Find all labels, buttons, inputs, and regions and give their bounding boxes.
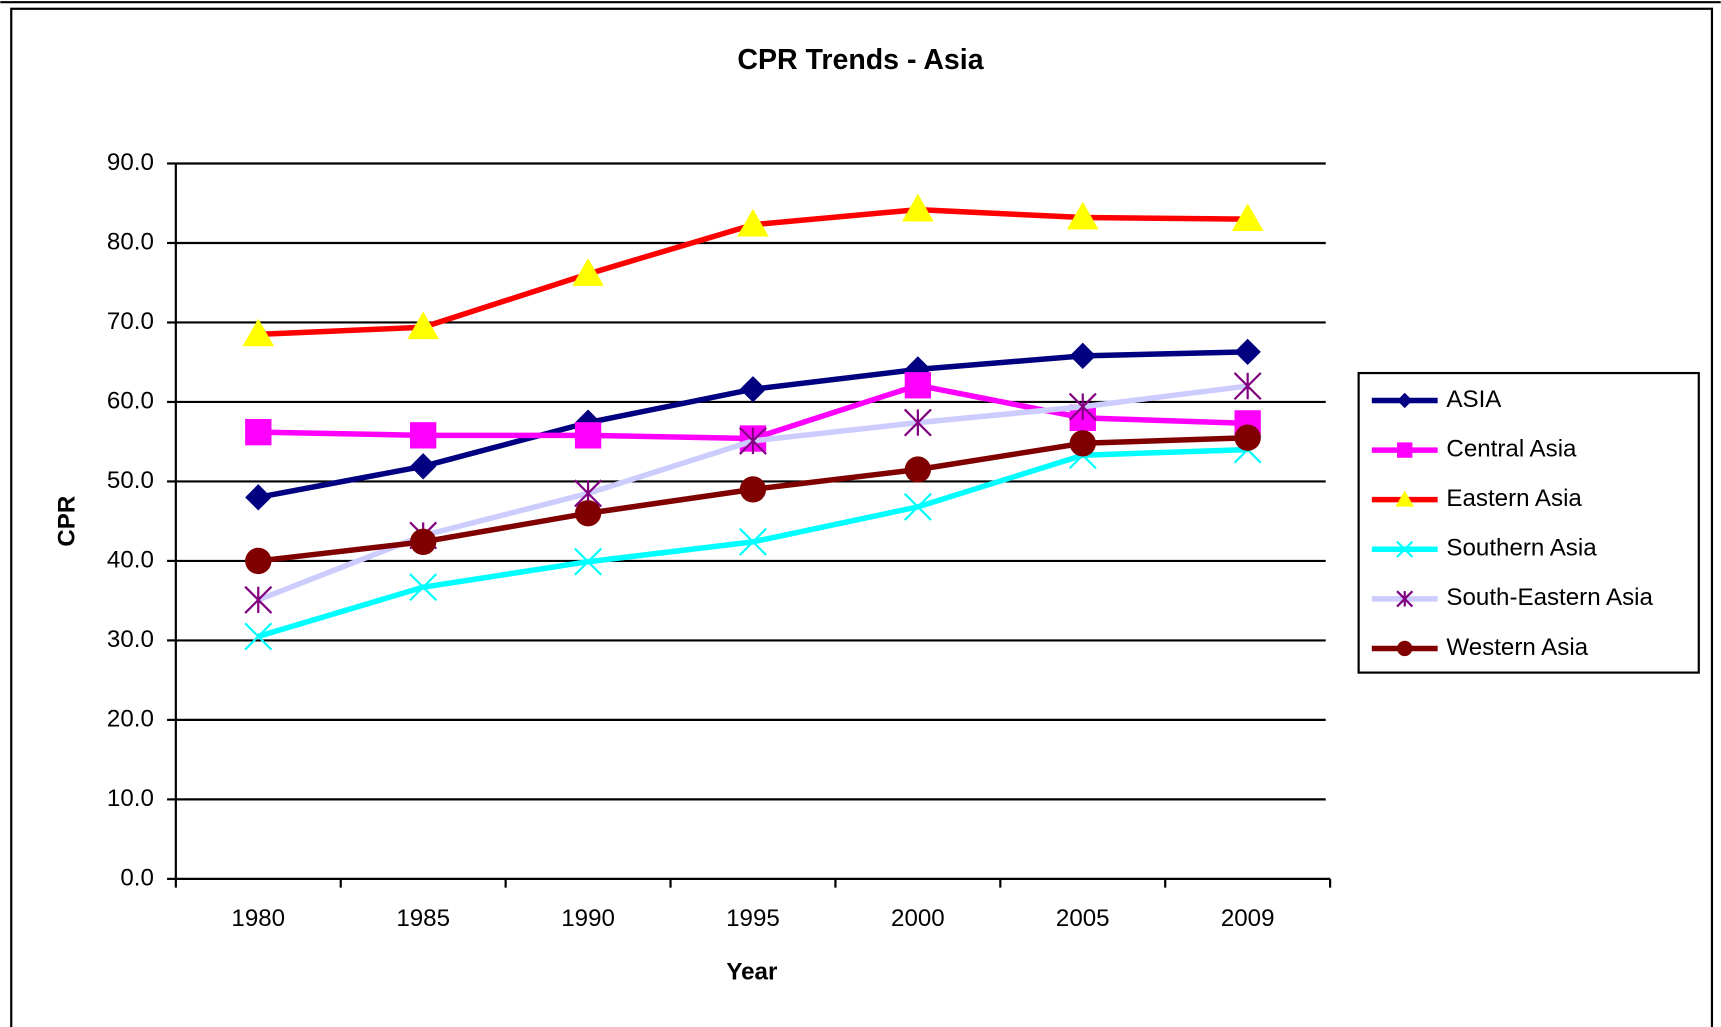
data-point — [409, 573, 438, 602]
y-tick-label: 0.0 — [120, 864, 154, 891]
y-tick-label: 50.0 — [107, 467, 154, 494]
data-point — [574, 547, 603, 576]
legend-box — [1357, 371, 1700, 674]
data-point — [1068, 392, 1097, 421]
data-point — [574, 422, 602, 449]
legend-label: ASIA — [1446, 386, 1502, 413]
y-tick-label: 40.0 — [107, 546, 154, 573]
x-tick-label: 2005 — [1056, 905, 1110, 932]
data-point — [739, 426, 767, 455]
y-tick-label: 10.0 — [107, 785, 154, 812]
y-tick-label: 70.0 — [107, 308, 154, 335]
y-tick-label: 60.0 — [107, 387, 154, 414]
data-point — [739, 376, 767, 403]
legend-marker — [1396, 590, 1414, 608]
data-point — [1069, 430, 1096, 457]
legend-label: Eastern Asia — [1446, 485, 1582, 512]
legend-marker — [1397, 442, 1413, 458]
y-tick-label: 20.0 — [107, 705, 154, 732]
data-point — [410, 422, 437, 449]
legend-marker — [1397, 640, 1413, 657]
data-point — [739, 527, 767, 556]
chart-title: CPR Trends - Asia — [737, 44, 984, 76]
x-tick-label: 1995 — [726, 905, 780, 932]
data-point — [1233, 372, 1262, 400]
y-axis-title: CPR — [54, 496, 81, 547]
y-tick-label: 80.0 — [107, 228, 154, 255]
data-point — [410, 528, 437, 556]
data-point — [1234, 424, 1261, 451]
data-point — [737, 208, 769, 237]
data-point — [244, 585, 273, 614]
data-point — [903, 492, 932, 521]
legend-label: Central Asia — [1446, 435, 1577, 462]
data-point — [904, 372, 932, 399]
data-point — [1234, 338, 1261, 366]
x-tick-label: 1990 — [561, 905, 615, 932]
legend-marker — [1395, 490, 1414, 507]
data-point — [904, 456, 932, 483]
data-point — [902, 193, 934, 222]
x-tick-label: 1985 — [396, 905, 450, 932]
data-point — [903, 408, 932, 437]
data-point — [245, 547, 272, 575]
data-point — [244, 622, 273, 651]
data-point — [572, 258, 604, 286]
x-tick-label: 1980 — [231, 905, 285, 932]
data-point — [739, 476, 767, 503]
data-point — [1231, 203, 1264, 231]
data-point — [242, 318, 275, 347]
data-point — [410, 453, 437, 480]
x-tick-label: 2009 — [1221, 905, 1275, 932]
legend-label: Southern Asia — [1446, 535, 1597, 562]
data-point — [245, 484, 272, 511]
data-point — [1069, 342, 1096, 370]
data-point — [245, 418, 272, 446]
data-point — [574, 500, 602, 527]
legend-label: South-Eastern Asia — [1446, 584, 1653, 611]
legend-marker — [1396, 540, 1414, 558]
legend-label: Western Asia — [1446, 634, 1588, 661]
x-tick-label: 2000 — [891, 905, 945, 932]
chart-frame — [10, 7, 1714, 1027]
y-tick-label: 90.0 — [107, 149, 154, 176]
x-axis-title: Year — [726, 959, 778, 986]
y-tick-label: 30.0 — [107, 626, 154, 653]
data-point — [407, 311, 439, 340]
data-point — [1066, 201, 1099, 230]
